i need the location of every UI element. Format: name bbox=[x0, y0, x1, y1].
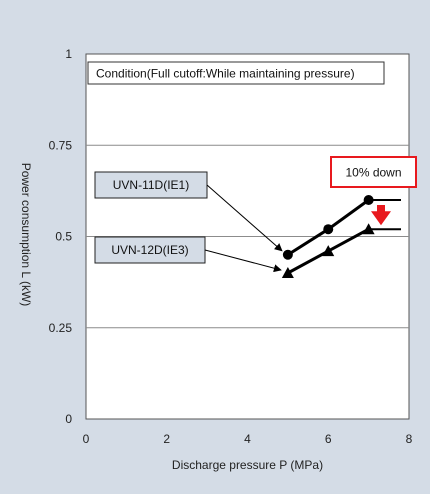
annotation-text: 10% down bbox=[345, 166, 401, 180]
series-label-box-ie3 bbox=[94, 236, 206, 264]
condition-note: Condition(Full cutoff:While maintaining … bbox=[96, 67, 355, 81]
y-axis-title: Power consumption L (kW) bbox=[19, 163, 33, 307]
y-tick-label: 0.25 bbox=[49, 321, 73, 335]
x-tick-label: 2 bbox=[163, 432, 170, 446]
x-tick-label: 0 bbox=[83, 432, 90, 446]
y-tick-label: 0.5 bbox=[55, 230, 72, 244]
annotation-box bbox=[330, 156, 417, 188]
y-tick-label: 1 bbox=[65, 47, 72, 61]
leader-arrow-ie1 bbox=[206, 184, 283, 252]
data-point-triangle bbox=[322, 245, 335, 257]
x-axis-title: Discharge pressure P (MPa) bbox=[172, 458, 323, 472]
y-tick-label: 0 bbox=[65, 412, 72, 426]
down-arrow-icon bbox=[371, 205, 391, 226]
x-tick-label: 6 bbox=[325, 432, 332, 446]
data-point-circle bbox=[323, 224, 334, 235]
x-tick-label: 4 bbox=[244, 432, 251, 446]
series-label-ie3: UVN-12D(IE3) bbox=[111, 243, 188, 257]
leader-arrow-ie3 bbox=[204, 249, 282, 273]
data-point-circle bbox=[282, 249, 293, 260]
x-tick-label: 8 bbox=[406, 432, 413, 446]
y-tick-label: 0.75 bbox=[49, 138, 73, 152]
data-point-triangle bbox=[281, 267, 294, 278]
condition-box bbox=[87, 61, 385, 85]
series-label-box-ie1 bbox=[94, 171, 208, 199]
series-label-ie1: UVN-11D(IE1) bbox=[113, 178, 189, 192]
